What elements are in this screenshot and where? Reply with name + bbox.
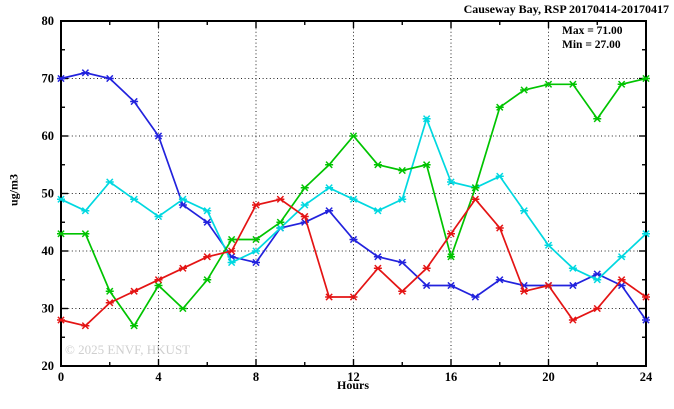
svg-text:20: 20 <box>42 359 55 373</box>
svg-text:8: 8 <box>253 370 259 384</box>
svg-text:40: 40 <box>42 244 55 258</box>
series-cyan <box>57 115 650 284</box>
max-value-label: Max = 71.00 <box>562 25 623 37</box>
svg-text:30: 30 <box>42 302 55 316</box>
series-green <box>57 74 650 330</box>
svg-text:16: 16 <box>445 370 458 384</box>
stats-box: Max = 71.00 Min = 27.00 <box>562 25 623 52</box>
chart-title: Causeway Bay, RSP 20170414-20170417 <box>463 2 669 16</box>
series-red <box>57 195 650 330</box>
svg-text:20: 20 <box>542 370 555 384</box>
svg-text:24: 24 <box>640 370 653 384</box>
svg-text:80: 80 <box>42 14 55 28</box>
svg-text:12: 12 <box>347 370 360 384</box>
svg-text:70: 70 <box>42 72 55 86</box>
svg-text:50: 50 <box>42 187 55 201</box>
min-value-label: Min = 27.00 <box>562 38 621 51</box>
svg-text:4: 4 <box>155 370 162 384</box>
svg-text:0: 0 <box>58 370 64 384</box>
svg-text:60: 60 <box>42 129 55 143</box>
x-axis-label: Hours <box>336 378 370 392</box>
